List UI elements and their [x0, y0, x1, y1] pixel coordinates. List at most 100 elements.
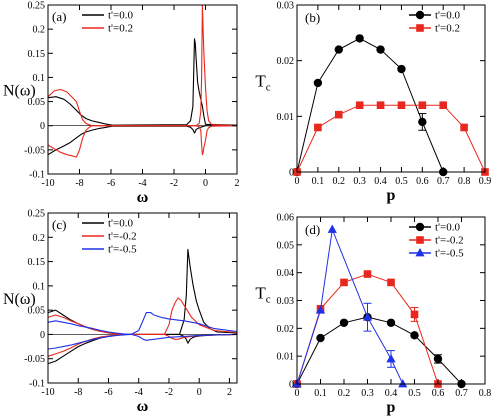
panel-d-series-2-point [362, 312, 373, 321]
panel-c-ytick-label: 0.05 [28, 306, 46, 317]
panel-d-xtick-label: 0.7 [455, 388, 468, 399]
panel-b-xtick-label: 0.2 [333, 176, 346, 187]
panel-c-xtick-label: -4 [135, 387, 143, 398]
panel-a-xtick-label: -4 [138, 178, 146, 189]
panel-b-series-0-point [313, 78, 323, 88]
panel-b-series-0-point [418, 117, 427, 127]
panel-a-legend-label: t'=0.2 [108, 23, 133, 35]
panel-d-series-0-line [296, 316, 462, 385]
panel-d-ylabel: Tc [255, 284, 270, 306]
panel-c-xtick-label: -2 [165, 387, 173, 398]
panel-b-xtick-label: 0.5 [395, 176, 408, 187]
panel-b-xtick-label: 0.4 [374, 176, 387, 187]
panel-b-series-1-point [376, 101, 385, 109]
panel-c-panel-label: (c) [52, 217, 66, 232]
panel-c-xtick-label: 0 [197, 387, 202, 398]
panel-a-xtick-label: -2 [170, 178, 178, 189]
panel-a-series-0-lower-line [47, 125, 237, 156]
panel-b-series-1-point [314, 123, 322, 132]
panel-c-series-2-lower-line [47, 333, 238, 350]
panel-b-legend-marker [415, 10, 425, 20]
panel-a-xtick-label: 0 [203, 178, 208, 189]
panel-a-legend-label: t'=0.0 [108, 10, 133, 22]
panel-b-series-1-point [397, 101, 406, 109]
panel-d-ytick-label: 0.04 [277, 268, 295, 279]
panel-d-series-0-point [386, 318, 396, 327]
panel-d-xtick-label: 0.5 [408, 388, 421, 399]
panel-c-ytick-label: 0 [40, 330, 45, 341]
panel-a-ytick-label: 0.15 [28, 49, 46, 60]
panel-d-series-1-point [340, 278, 348, 287]
panel-d-ytick-label: 0.01 [277, 352, 295, 363]
panel-a-ylabel: N(ω) [3, 83, 36, 100]
panel-c-ytick-label: -0.05 [24, 354, 45, 365]
panel-c-ytick-label: 0.2 [33, 233, 46, 244]
panel-b-legend-label: t'=0.2 [435, 23, 460, 35]
panel-d-panel-label: (d) [305, 222, 320, 237]
panel-b-panel-label: (b) [305, 10, 320, 25]
panel-d-legend-label: t'=0.0 [435, 222, 460, 234]
panel-d-series-0-point [339, 318, 349, 327]
panel-d-xtick-label: 0.8 [479, 388, 491, 399]
panel-a-series-0-upper-line [47, 38, 238, 126]
panel-a-ytick-label: -0.05 [24, 145, 45, 156]
panel-a-series-1-lower-line [47, 125, 238, 158]
panel-c-ytick-label: 0.25 [28, 209, 46, 220]
panel-d-xtick-label: 0.4 [385, 388, 398, 399]
panel-d-series-1-point [363, 270, 372, 278]
panel-b-legend-marker [416, 24, 424, 32]
panel-c-legend-label: t'=0.0 [108, 218, 133, 230]
panel-d-legend-label: t'=-0.5 [435, 248, 464, 260]
panel-b-xtick-label: 0 [295, 176, 300, 187]
panel-d-ytick-label: 0 [289, 380, 294, 391]
panel-b-series-1-line [296, 104, 486, 173]
panel-d-series-1-point [387, 278, 395, 287]
panel-c-ylabel: N(ω) [3, 291, 36, 308]
panel-c-legend-label: t'=-0.5 [108, 244, 137, 256]
panel-a-xtick-label: 2 [235, 178, 240, 189]
panel-b-ytick-label: 0.02 [277, 56, 295, 67]
panel-c-xtick-label: -8 [74, 387, 82, 398]
panel-c-frame [47, 212, 238, 384]
panel-c-xtick-label: -10 [41, 387, 54, 398]
panel-c-xtick-label: -6 [104, 387, 112, 398]
panel-a-ytick-label: 0.25 [28, 1, 46, 12]
panel-c-ytick-label: -0.1 [29, 379, 45, 390]
panel-b-xtick-label: 0.3 [353, 176, 366, 187]
panel-d-series-0-point [410, 331, 419, 340]
panel-a-series-1-upper-line [47, 4, 238, 127]
panel-c-legend-label: t'=-0.2 [108, 231, 137, 243]
panel-d-xtick-label: 0 [295, 388, 300, 399]
panel-d-xtick-label: 0.2 [338, 388, 351, 399]
panel-b-xtick-label: 0.9 [479, 176, 491, 187]
panel-c-xtick-label: 2 [227, 387, 232, 398]
panel-b-series-0-point [376, 45, 385, 54]
panel-b-series-1-point [355, 101, 364, 109]
panel-b-series-1-point [439, 101, 448, 109]
panel-b-xtick-label: 0.8 [458, 176, 471, 187]
panel-d-legend-label: t'=-0.2 [435, 235, 464, 247]
panel-b-ytick-label: 0.03 [277, 1, 295, 12]
panel-c-ytick-label: 0.15 [28, 257, 46, 268]
panel-b-series-0-point [334, 45, 343, 54]
panel-a-xtick-label: -6 [107, 178, 115, 189]
panel-b-series-1-point [334, 110, 343, 119]
panel-d-ytick-label: 0.06 [277, 213, 295, 224]
panel-b-series-0-point [397, 64, 406, 74]
panel-d-series-2-point [327, 224, 337, 233]
panel-d-series-0-point [433, 354, 443, 364]
panel-a-ytick-label: 0.2 [33, 25, 46, 36]
panel-b-legend-label: t'=0.0 [435, 10, 460, 22]
panel-d-legend-marker [416, 236, 424, 244]
panel-d-legend-marker [415, 222, 425, 232]
panel-a-ytick-label: -0.1 [29, 170, 45, 181]
panel-d-xtick-label: 0.6 [432, 388, 445, 399]
panel-c-series-2-upper-line [47, 312, 238, 335]
panel-b-xtick-label: 0.1 [312, 176, 325, 187]
panel-d-xtick-label: 0.3 [361, 388, 374, 399]
panel-d-series-1-point [410, 310, 419, 319]
panel-b-ylabel: Tc [255, 72, 270, 94]
panel-d-series-2-line [296, 227, 404, 385]
panel-b-series-0-point [355, 34, 364, 43]
